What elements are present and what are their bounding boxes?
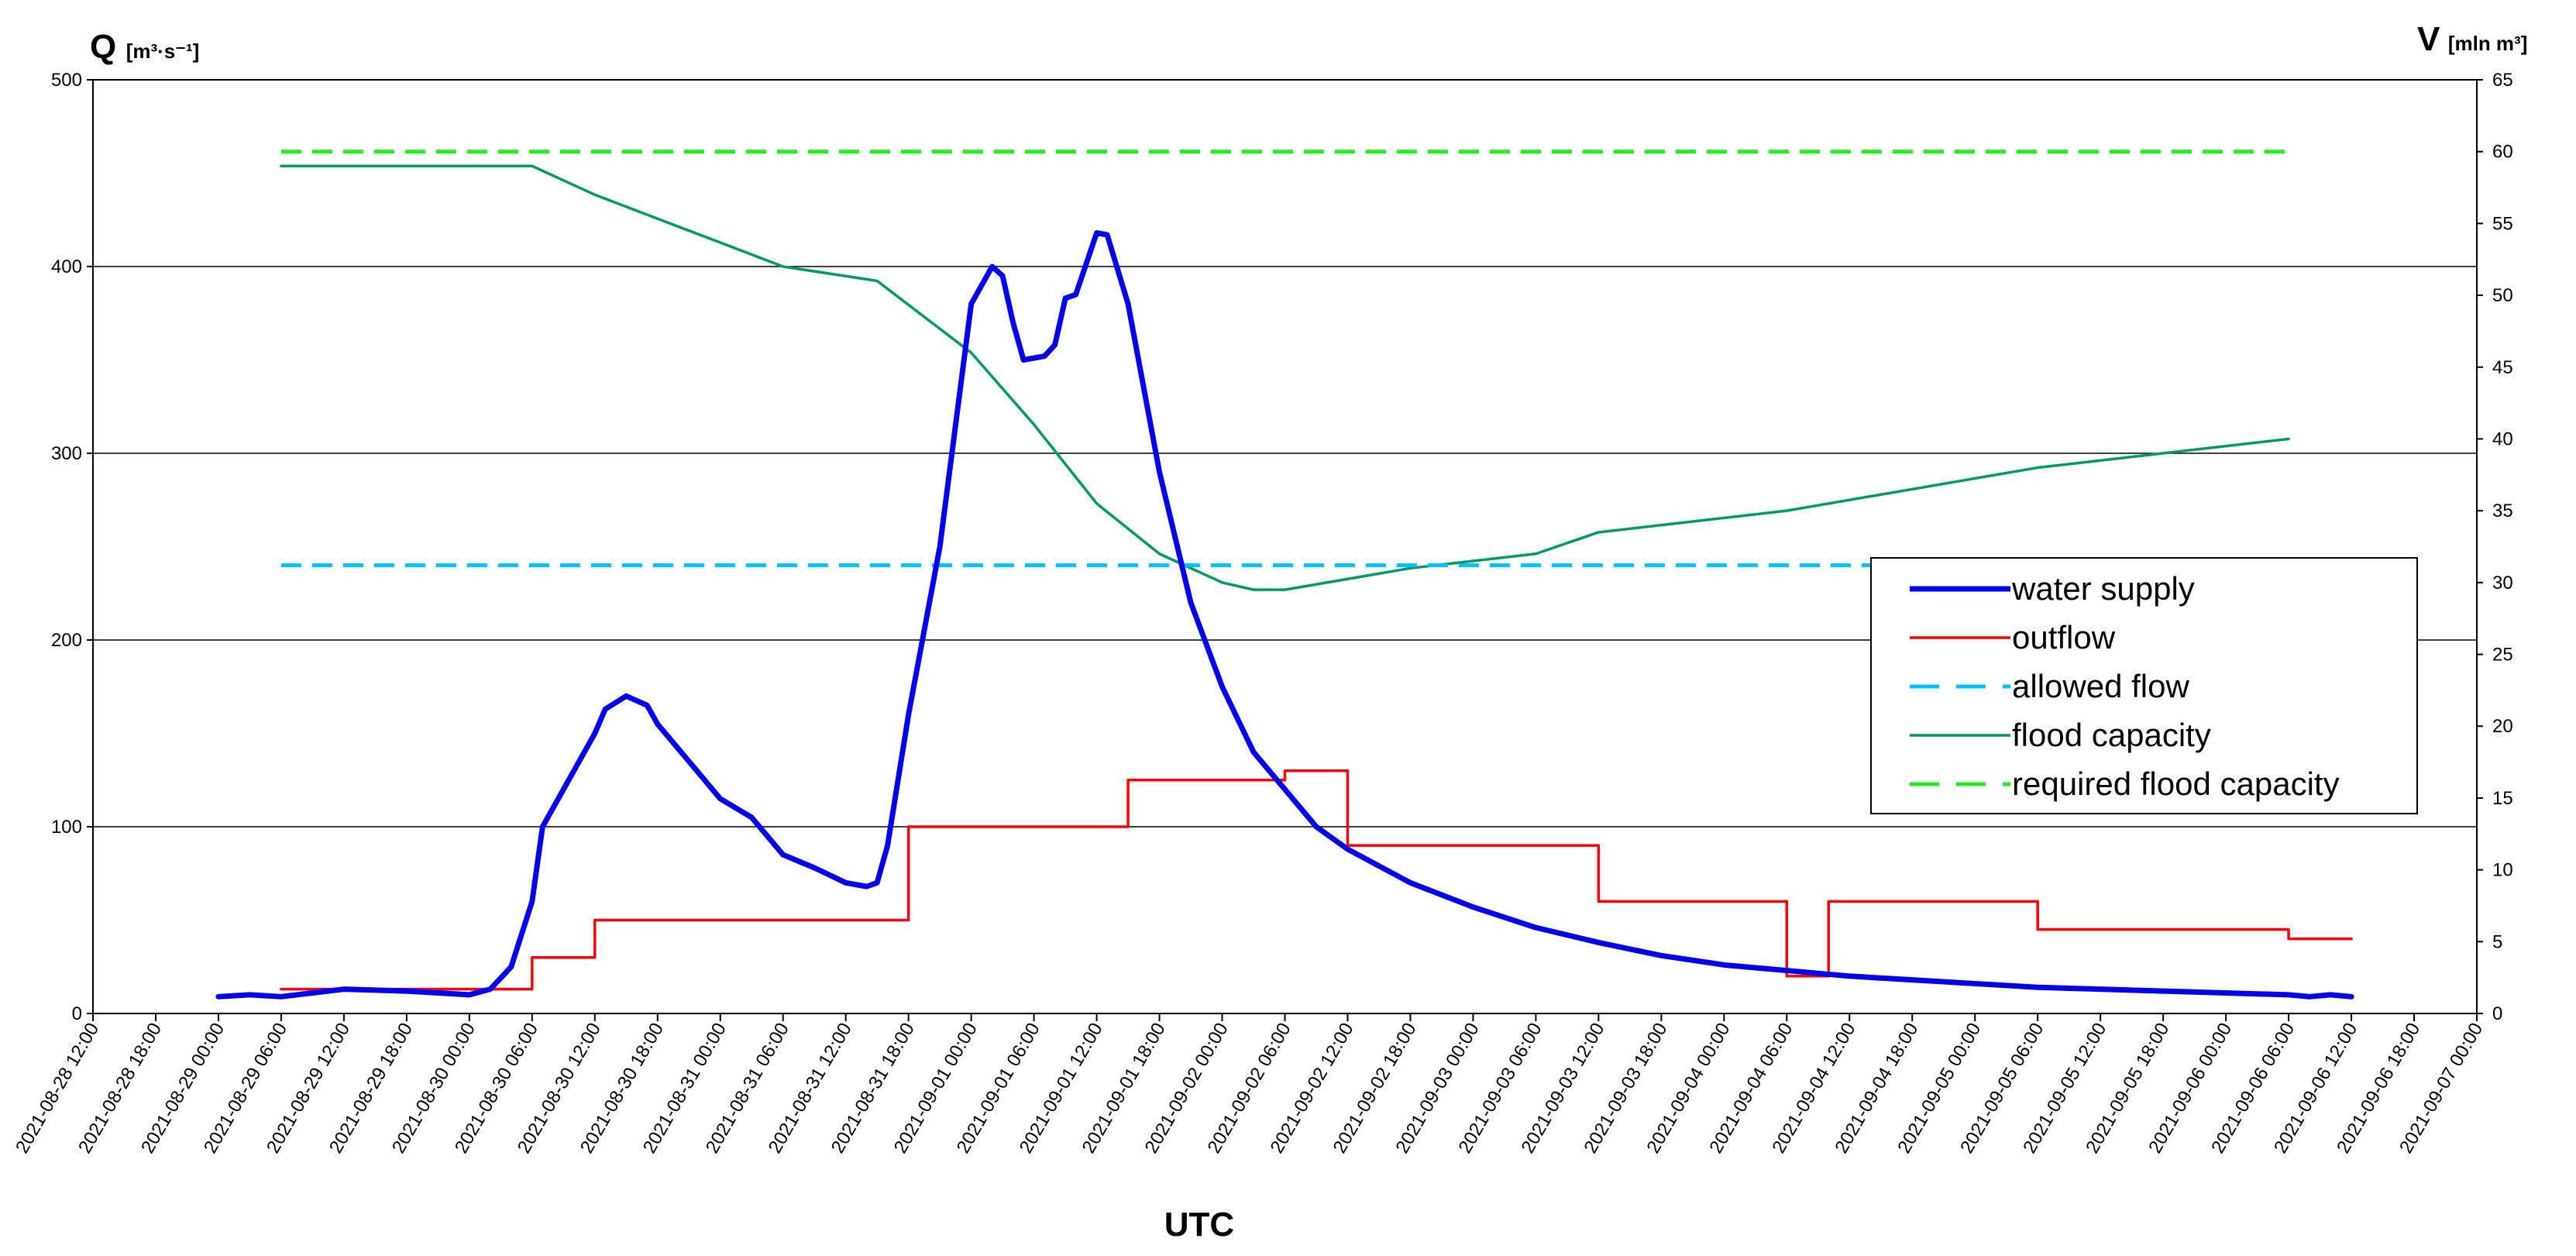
legend-label-allowed-flow: allowed flow bbox=[2012, 668, 2189, 704]
y-right-tick-label: 30 bbox=[2492, 573, 2513, 594]
y-left-tick-label: 400 bbox=[51, 256, 82, 277]
plot-area bbox=[92, 79, 2478, 1014]
series-line-outflow bbox=[280, 769, 2353, 991]
legend-label-outflow: outflow bbox=[2012, 619, 2116, 656]
series-line-water-supply bbox=[215, 230, 2354, 1000]
x-tick-marks bbox=[92, 1013, 2478, 1021]
right-axis-ticks: 0 5 10 15 20 25 30 35 40 45 50 55 60 65 bbox=[2477, 70, 2513, 1024]
y-right-tick-label: 55 bbox=[2492, 213, 2513, 234]
y-right-tick-label: 35 bbox=[2492, 501, 2513, 521]
y-right-tick-label: 25 bbox=[2492, 645, 2513, 666]
y-right-tick-label: 10 bbox=[2492, 860, 2513, 881]
series-layer bbox=[215, 150, 2354, 1000]
y-right-axis-unit: [mln m³] bbox=[2448, 32, 2528, 55]
left-axis-ticks: 0 100 200 300 400 500 bbox=[51, 70, 93, 1024]
y-left-axis-unit: [m³·s⁻¹] bbox=[126, 40, 200, 63]
legend-label-required-flood-capacity: required flood capacity bbox=[2012, 766, 2340, 802]
series-line-flood-capacity bbox=[280, 164, 2290, 591]
legend-label-flood-capacity: flood capacity bbox=[2012, 717, 2211, 753]
y-left-tick-label: 300 bbox=[51, 443, 82, 464]
legend: water supply outflow allowed flow flood cap… bbox=[1870, 557, 2418, 814]
y-left-tick-label: 500 bbox=[51, 70, 82, 91]
y-left-axis-label: Q bbox=[90, 28, 116, 66]
y-left-tick-label: 200 bbox=[51, 630, 82, 651]
y-right-axis-title: V [mln m³] bbox=[2417, 20, 2527, 58]
y-left-tick-label: 100 bbox=[51, 817, 82, 838]
y-right-tick-label: 60 bbox=[2492, 142, 2513, 163]
y-right-tick-label: 0 bbox=[2492, 1003, 2502, 1024]
y-right-tick-label: 45 bbox=[2492, 357, 2513, 378]
y-left-tick-label: 0 bbox=[72, 1003, 82, 1024]
y-right-tick-label: 15 bbox=[2492, 788, 2513, 809]
y-left-axis-title: Q [m³·s⁻¹] bbox=[90, 28, 199, 66]
legend-label-water-supply: water supply bbox=[2011, 570, 2195, 607]
y-right-tick-label: 5 bbox=[2492, 931, 2502, 952]
y-right-tick-label: 50 bbox=[2492, 285, 2513, 306]
y-right-tick-label: 65 bbox=[2492, 70, 2513, 91]
y-right-tick-label: 20 bbox=[2492, 716, 2513, 737]
x-axis-title: UTC bbox=[1164, 1206, 1234, 1244]
y-right-tick-label: 40 bbox=[2492, 428, 2513, 449]
y-right-axis-label: V bbox=[2417, 20, 2440, 58]
